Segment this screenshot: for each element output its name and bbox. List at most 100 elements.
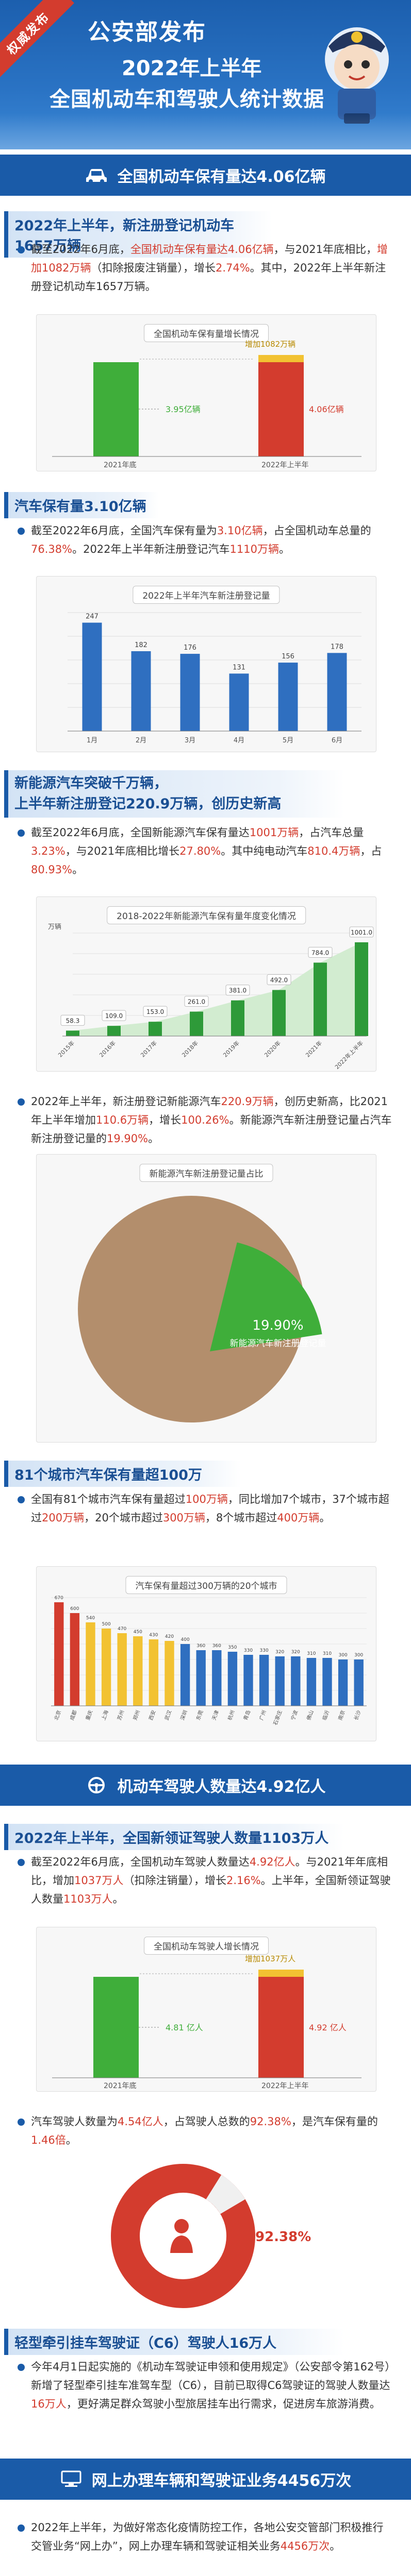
nev-xtick-7: 2022年上半年 <box>333 1039 365 1071</box>
chart-nev-share-title: 新能源汽车新注册登记量占比 <box>139 1164 273 1182</box>
chart-monthly-plot: 247 1月 182 2月 176 3月 131 4月 156 5月 178 6月 <box>68 612 361 744</box>
bullet-dot <box>18 528 25 535</box>
nev-xtick-6: 2021年 <box>304 1039 323 1058</box>
header-title-line1: 2022年上半年 <box>122 57 262 80</box>
city-bar-11 <box>227 1652 238 1706</box>
bullet-dot <box>18 1859 25 1866</box>
pie-nev-label: 新能源汽车新注册登记量 <box>230 1338 326 1349</box>
city-value-12: 330 <box>244 1648 253 1653</box>
authority-ribbon: 权威发布 <box>0 0 74 80</box>
city-value-9: 360 <box>196 1643 205 1649</box>
bullet-dot <box>18 829 25 837</box>
section-banner-online-text: 网上办理车辆和驾驶证业务4456万次 <box>91 2472 352 2490</box>
city-bar-7 <box>165 1641 174 1706</box>
computer-icon <box>61 2470 81 2487</box>
city-name-11: 杭州 <box>226 1709 236 1721</box>
bar-label-month-5: 156 <box>282 653 294 660</box>
paragraph-drivers: 截至2022年6月底，全国机动车驾驶人数量达4.92亿人。与2021年年底相比，… <box>31 1856 391 1905</box>
bar-2022-increase <box>258 355 304 362</box>
paragraph-vehicle-total: 截至2022年6月底，全国机动车保有量达4.06亿辆，与2021年底相比，增加1… <box>31 243 388 293</box>
city-name-16: 佛山 <box>305 1709 315 1721</box>
subheading-new-drivers: 2022年上半年，全国新领证驾驶人数量1103万人 <box>4 1824 344 1850</box>
bar-label-month-1: 247 <box>86 613 98 621</box>
city-value-0: 670 <box>55 1596 63 1601</box>
nev-label-box-0 <box>60 1014 85 1026</box>
city-name-14: 石家庄 <box>272 1709 283 1726</box>
police-mascot-icon <box>325 27 389 124</box>
city-value-1: 600 <box>70 1606 79 1612</box>
nev-xtick-3: 2018年 <box>180 1039 200 1058</box>
bar-month-1 <box>82 622 102 731</box>
bar-drivers-increase <box>258 1970 304 1977</box>
xtick-2022: 2022年上半年 <box>261 461 309 469</box>
driver-icon <box>170 2219 193 2253</box>
subheading-car-total: 汽车保有量3.10亿辆 <box>4 492 159 518</box>
section-banner-vehicles-text: 全国机动车保有量达4.06亿辆 <box>117 168 326 186</box>
label-drivers-2022: 4.92 亿人 <box>309 2023 347 2032</box>
xtick-month-3: 3月 <box>185 737 195 744</box>
city-bar-8 <box>180 1644 190 1706</box>
xtick-month-6: 6月 <box>332 737 342 744</box>
xtick-month-5: 5月 <box>283 737 293 744</box>
chart-nev-share-plot: 19.90% 新能源汽车新注册登记量 <box>78 1196 326 1422</box>
city-bar-18 <box>338 1659 348 1706</box>
subheading-c6: 轻型牵引挂车驾驶证（C6）驾驶人16万人 <box>4 2329 344 2355</box>
header-banner: 权威发布 公安部发布 2022年上半年 全国机动车和驾驶人统计数据 <box>0 0 411 149</box>
paragraph-nev-total: 截至2022年6月底，全国新能源汽车保有量达1001万辆，占汽车总量3.23%，… <box>31 826 382 876</box>
bullet-dot <box>18 1098 25 1106</box>
nev-label-6: 784.0 <box>311 949 329 956</box>
paragraph-nev-new: 2022年上半年，新注册登记新能源汽车220.9万辆，创历史新高，比2021年上… <box>31 1095 392 1145</box>
city-bar-0 <box>54 1602 64 1706</box>
city-name-1: 成都 <box>69 1709 78 1721</box>
city-bar-4 <box>117 1633 127 1706</box>
nev-xtick-0: 2015年 <box>57 1039 76 1058</box>
steering-wheel-icon <box>88 1777 105 1793</box>
chart-nev-plot: 万辆 58.3 2015年 109.0 2016年 153.0 2017年 261.0 2018… <box>48 923 374 1071</box>
nev-bar-1 <box>107 1026 121 1036</box>
city-name-0: 北京 <box>53 1709 62 1721</box>
nev-label-7: 1001.0 <box>351 929 372 936</box>
city-value-4: 470 <box>118 1626 126 1632</box>
city-bar-17 <box>322 1658 332 1706</box>
bar-2021-end <box>93 362 139 456</box>
city-bar-9 <box>196 1650 206 1706</box>
chart-driver-growth: 全国机动车驾驶人增长情况 4.81 亿人 4.92 亿人 增加1037万人 20… <box>36 1927 376 2092</box>
donut-ring <box>111 2164 255 2308</box>
nev-bar-6 <box>314 962 327 1036</box>
city-name-4: 苏州 <box>116 1709 125 1721</box>
city-value-10: 360 <box>212 1643 221 1649</box>
city-name-7: 武汉 <box>163 1709 173 1721</box>
city-value-8: 400 <box>181 1637 190 1642</box>
section-banner-online: 网上办理车辆和驾驶证业务4456万次 <box>0 2459 411 2500</box>
city-value-16: 310 <box>307 1651 316 1656</box>
city-value-19: 300 <box>354 1653 363 1658</box>
city-bar-5 <box>133 1636 143 1706</box>
nev-xtick-2: 2017年 <box>139 1039 158 1058</box>
bullet-dot <box>18 2119 25 2126</box>
nev-label-0: 58.3 <box>66 1017 80 1024</box>
chart-top-cities-plot: 670 北京 600 成都 540 重庆 500 上海 470 苏州 450 郑州 430 西安 420 武汉… <box>51 1596 367 1726</box>
nev-xtick-4: 2019年 <box>222 1039 241 1058</box>
paragraph-c6: 今年4月1日起实施的《机动车驾驶证申领和使用规定》（公安部令第162号）新增了轻… <box>31 2361 390 2410</box>
bar-label-month-4: 131 <box>233 664 245 671</box>
xtick-month-1: 1月 <box>87 737 97 744</box>
bar-label-month-6: 178 <box>331 643 343 651</box>
bar-2022-h1 <box>258 362 304 456</box>
chart-top-cities-title: 汽车保有量超过300万辆的20个城市 <box>125 1576 287 1594</box>
bar-drivers-2022 <box>258 1977 304 2078</box>
city-name-17: 临沂 <box>321 1709 331 1721</box>
nev-label-1: 109.0 <box>105 1012 123 1020</box>
nev-label-box-5 <box>267 974 291 986</box>
city-value-14: 320 <box>275 1650 284 1655</box>
chart-car-driver-share: 汽车驾驶人 92.38% <box>111 2164 311 2308</box>
label-2022-value: 4.06亿辆 <box>309 404 344 414</box>
subheading-nev: 新能源汽车突破千万辆， 上半年新注册登记220.9万辆，创历史新高 <box>4 770 344 818</box>
xtick-month-2: 2月 <box>136 737 146 744</box>
bar-month-5 <box>278 663 298 731</box>
nev-label-5: 492.0 <box>270 977 288 984</box>
city-bar-15 <box>291 1656 301 1706</box>
city-value-7: 420 <box>165 1634 174 1639</box>
city-value-2: 540 <box>86 1616 95 1621</box>
section-banner-vehicles: 全国机动车保有量达4.06亿辆 <box>0 155 411 196</box>
xtick-month-4: 4月 <box>234 737 244 744</box>
